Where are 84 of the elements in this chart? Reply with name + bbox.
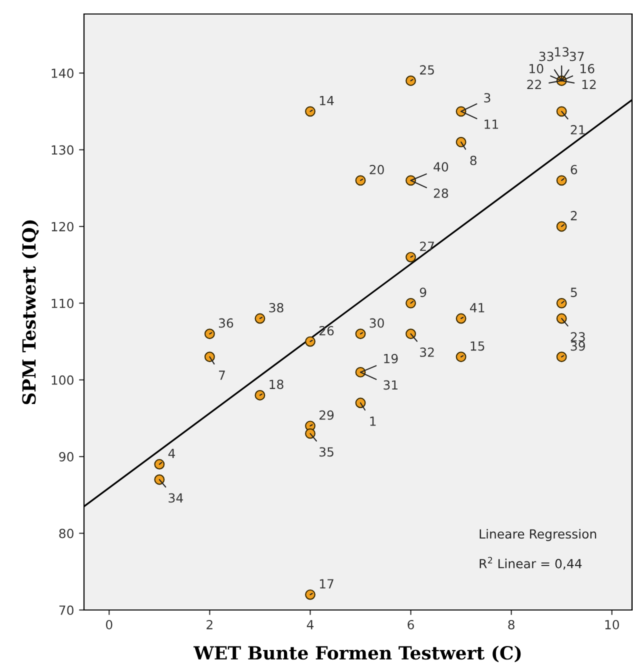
x-tick-label: 4 (306, 620, 314, 630)
annotation: 10 (530, 64, 544, 74)
point (406, 298, 416, 308)
y-tick-label: 100 (52, 375, 74, 385)
point (406, 328, 416, 340)
annotation: 8 (470, 156, 476, 166)
annotation: 17 (320, 579, 334, 588)
annotation: 31 (384, 380, 398, 390)
annotation: 20 (370, 164, 384, 174)
point (406, 252, 416, 262)
point (254, 390, 266, 400)
point (254, 313, 266, 324)
point (305, 428, 316, 439)
point (556, 298, 567, 308)
x-tick-label: 10 (605, 620, 620, 630)
annotation: 19 (384, 354, 398, 364)
annotation: 15 (470, 341, 484, 351)
x-tick-label: 0 (106, 620, 112, 630)
point (204, 352, 215, 362)
annotation: 27 (420, 242, 434, 251)
annotation: 16 (580, 64, 594, 74)
point (456, 352, 466, 362)
annotation: 23 (570, 332, 585, 342)
point (556, 175, 567, 186)
annotation: 22 (527, 80, 541, 90)
annotation: 25 (420, 65, 434, 75)
y-tick-label: 80 (59, 528, 74, 538)
point (556, 221, 567, 232)
point (305, 589, 316, 600)
point (355, 175, 366, 186)
point (154, 474, 165, 485)
x-tick-label: 2 (206, 620, 212, 630)
annotation: 30 (370, 318, 384, 328)
annotation: 5 (570, 288, 577, 298)
annotation: 1 (370, 416, 376, 426)
point (556, 313, 567, 324)
point (204, 328, 215, 340)
x-tick-label: 8 (508, 620, 514, 630)
annotation: R$^{2}$ Linear = 0,44 (480, 556, 582, 570)
annotation: 38 (269, 302, 284, 312)
point (406, 76, 416, 86)
annotation: 26 (319, 326, 334, 336)
annotation: 32 (420, 347, 434, 357)
annotation: 4 (168, 448, 175, 458)
point (305, 106, 316, 117)
y-tick-label: 140 (52, 68, 74, 78)
annotation: 41 (470, 303, 484, 312)
annotation: 39 (570, 341, 585, 351)
annotation: 37 (570, 52, 584, 62)
annotation: 21 (570, 125, 585, 134)
annotation: 34 (168, 493, 183, 503)
annotation: 36 (218, 318, 234, 328)
x-axis-title: WET Bunte Formen Testwert (C) (193, 646, 521, 662)
y-tick-label: 90 (59, 452, 74, 462)
annotation: 33 (539, 52, 554, 62)
y-tick-label: 120 (52, 222, 74, 232)
annotation: 2 (570, 210, 577, 220)
x-tick-label: 6 (408, 620, 414, 630)
annotation: 29 (319, 410, 334, 420)
annotation: 28 (434, 188, 448, 198)
annotation: 35 (320, 447, 334, 457)
annotation: 6 (570, 164, 578, 174)
annotation: 7 (219, 370, 225, 380)
point (456, 136, 466, 148)
annotation: 40 (434, 162, 448, 172)
annotation: 12 (582, 80, 596, 90)
annotation: 14 (320, 96, 334, 106)
annotation: Lineare Regression (480, 528, 596, 542)
y-tick-label: 130 (52, 145, 74, 155)
point (556, 352, 567, 362)
annotation: 9 (420, 288, 426, 298)
point (456, 313, 466, 324)
point (305, 336, 316, 347)
annotation: 13 (555, 47, 569, 57)
annotation: 18 (270, 380, 284, 390)
y-tick-label: 110 (52, 298, 74, 308)
annotation: 3 (484, 93, 490, 103)
point (556, 106, 567, 117)
annotation: 11 (484, 120, 498, 129)
y-axis-title: SPM Testwert (IQ) (22, 220, 39, 404)
point (355, 398, 366, 408)
y-tick-label: 70 (59, 605, 74, 615)
point (154, 459, 165, 470)
point (355, 328, 366, 340)
